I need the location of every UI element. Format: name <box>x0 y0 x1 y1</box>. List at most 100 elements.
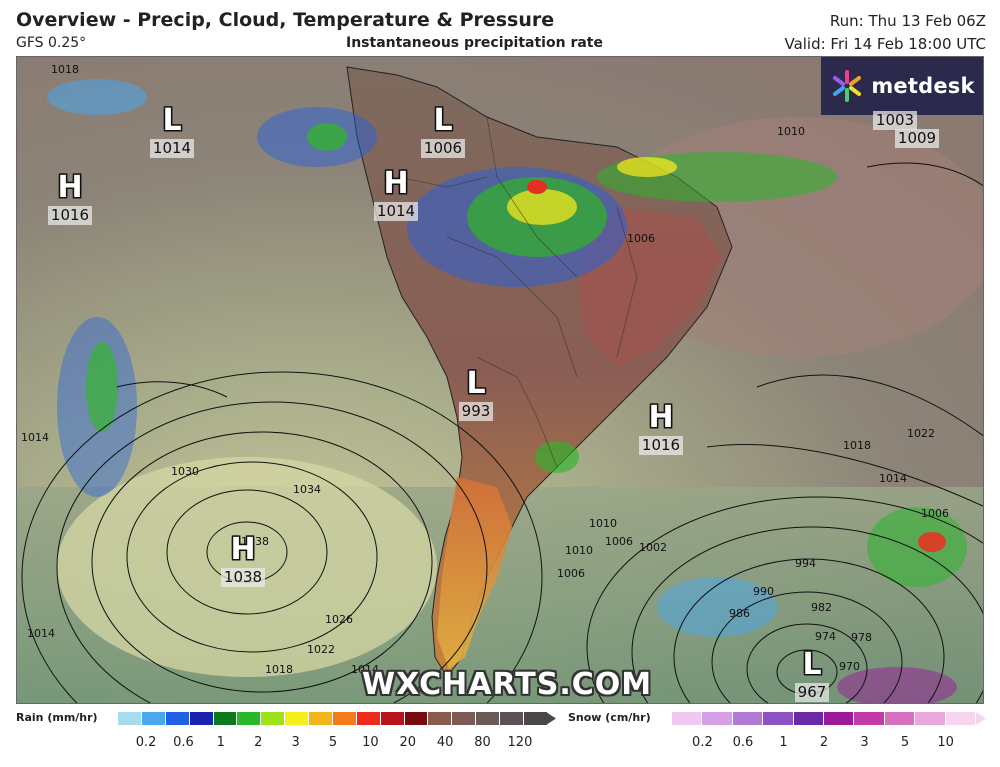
isobar-label: 1002 <box>639 541 667 554</box>
metdesk-logo-icon <box>833 70 862 102</box>
legend-swatch <box>380 712 405 725</box>
isobar-label: 1014 <box>27 627 55 640</box>
pressure-system-high: H 1038 <box>213 534 273 587</box>
legend-swatch <box>823 712 855 725</box>
pressure-system-low: L 993 <box>446 368 506 421</box>
legend-swatch <box>356 712 381 725</box>
isobar-label: 986 <box>729 607 750 620</box>
high-pressure-cloud-clear <box>57 457 437 677</box>
isobar-label: 1018 <box>843 439 871 452</box>
legend-tick-label: 1 <box>779 735 788 750</box>
legend-swatch <box>309 712 333 725</box>
legend-tick-label: 0.6 <box>173 735 194 750</box>
isobar-label: 1006 <box>605 535 633 548</box>
legend-tick-label: 0.2 <box>692 735 713 750</box>
isobars <box>21 162 983 703</box>
isobar-label: 1010 <box>777 125 805 138</box>
isobar-label: 1010 <box>565 544 593 557</box>
legend-tick-label: 20 <box>399 735 417 750</box>
isobar-label: 1030 <box>171 465 199 478</box>
pressure-system-low: L 967 <box>782 649 842 702</box>
chart-title: Overview - Precip, Cloud, Temperature & … <box>16 9 555 31</box>
isobar-label: 1006 <box>921 507 949 520</box>
legend-swatch <box>702 712 733 725</box>
isobar-label: 974 <box>815 630 836 643</box>
isobar-label: 970 <box>839 660 860 673</box>
legend-swatch <box>793 712 824 725</box>
legend-swatch <box>763 712 794 725</box>
legend-tick-label: 3 <box>860 735 869 750</box>
legend-swatch <box>732 712 764 725</box>
isobar-label: 1018 <box>265 663 293 676</box>
legend-tick-label: 2 <box>819 735 829 750</box>
valid-time: Valid: Fri 14 Feb 18:00 UTC <box>784 35 986 53</box>
brazil-warm-area <box>577 207 722 367</box>
legend-swatch <box>854 712 885 725</box>
isobar-label: 990 <box>753 585 774 598</box>
legend-swatch <box>428 712 453 725</box>
snow-legend-colorbar <box>672 712 976 725</box>
isobar-label: 1034 <box>293 483 321 496</box>
isobar-label: 1026 <box>325 613 353 626</box>
map-canvas: 1018 1014 1030 1034 1038 1026 1022 1018 1014 1014… <box>17 57 983 703</box>
country-borders <box>396 116 638 468</box>
legend-swatch <box>332 712 357 725</box>
metdesk-logo[interactable]: metdesk <box>821 57 983 115</box>
legend-swatch <box>189 712 214 725</box>
pressure-system-high: H 1014 <box>366 168 426 221</box>
legend-swatch <box>141 712 166 725</box>
isobar-label: 1022 <box>307 643 335 656</box>
isobar-label: 1014 <box>21 431 49 444</box>
legend-swatch <box>165 712 190 725</box>
legend-swatch <box>945 712 976 725</box>
legend-tick-label: 10 <box>937 735 954 750</box>
legend-swatch <box>452 712 477 725</box>
legend-tick-label: 0.2 <box>135 735 157 750</box>
legend-swatch <box>285 712 309 725</box>
chart-subtitle: Instantaneous precipitation rate <box>346 35 603 51</box>
legend-tick-label: 80 <box>474 735 491 750</box>
isobar-labels: 1018 1014 1030 1034 1038 1026 1022 1018 1014 1014… <box>21 63 949 676</box>
precipitation-areas <box>47 79 967 703</box>
legend-swatch <box>884 712 916 725</box>
patagonia-warm-area <box>437 477 512 669</box>
isobar-label: 1006 <box>557 567 585 580</box>
legend-swatch <box>672 712 703 725</box>
rain-legend-title: Rain (mm/hr) <box>16 711 98 724</box>
metdesk-logo-text: metdesk <box>871 74 975 98</box>
run-time: Run: Thu 13 Feb 06Z <box>829 12 986 30</box>
legend-tick-label: 3 <box>291 735 300 750</box>
isobar-label: 1010 <box>589 517 617 530</box>
rain-legend-arrow-icon <box>546 712 556 725</box>
weather-map[interactable]: 1018 1014 1030 1034 1038 1026 1022 1018 1014 1014… <box>16 56 984 704</box>
isobar-label: 1014 <box>879 472 907 485</box>
isobar-label: 1022 <box>907 427 935 440</box>
legend-swatch <box>213 712 238 725</box>
isobar-label: 1018 <box>51 63 79 76</box>
legend-tick-label: 5 <box>328 735 338 750</box>
pressure-system-high: H 1016 <box>40 172 100 225</box>
legend-tick-label: 5 <box>900 735 910 750</box>
legend-tick-label: 0.6 <box>732 735 754 750</box>
legend-tick-label: 40 <box>436 735 454 750</box>
rain-legend-colorbar <box>118 712 548 725</box>
isobar-label: 994 <box>795 557 816 570</box>
pressure-system-low: L 1014 <box>142 105 202 158</box>
model-label: GFS 0.25° <box>16 35 87 51</box>
isobar-label: 978 <box>851 631 872 644</box>
isobar-label: 1006 <box>627 232 655 245</box>
legend-tick-label: 120 <box>507 735 533 750</box>
isobar-label: 982 <box>811 601 832 614</box>
legend-swatch <box>500 712 524 725</box>
rain-legend-ticks: 0.2 0.6 1 2 3 5 10 20 40 80 120 <box>118 735 548 753</box>
isobar-label: 1014 <box>351 663 379 676</box>
pressure-value-label: 1003 <box>867 109 923 130</box>
legend-swatch <box>118 712 142 725</box>
snow-legend-title: Snow (cm/hr) <box>568 711 651 724</box>
legend-tick-label: 1 <box>216 735 225 750</box>
isobar-label: 1038 <box>241 535 269 548</box>
legend-swatch <box>915 712 946 725</box>
legend-swatch <box>523 712 548 725</box>
legend-swatch <box>261 712 286 725</box>
legend-tick-label: 2 <box>254 735 263 750</box>
